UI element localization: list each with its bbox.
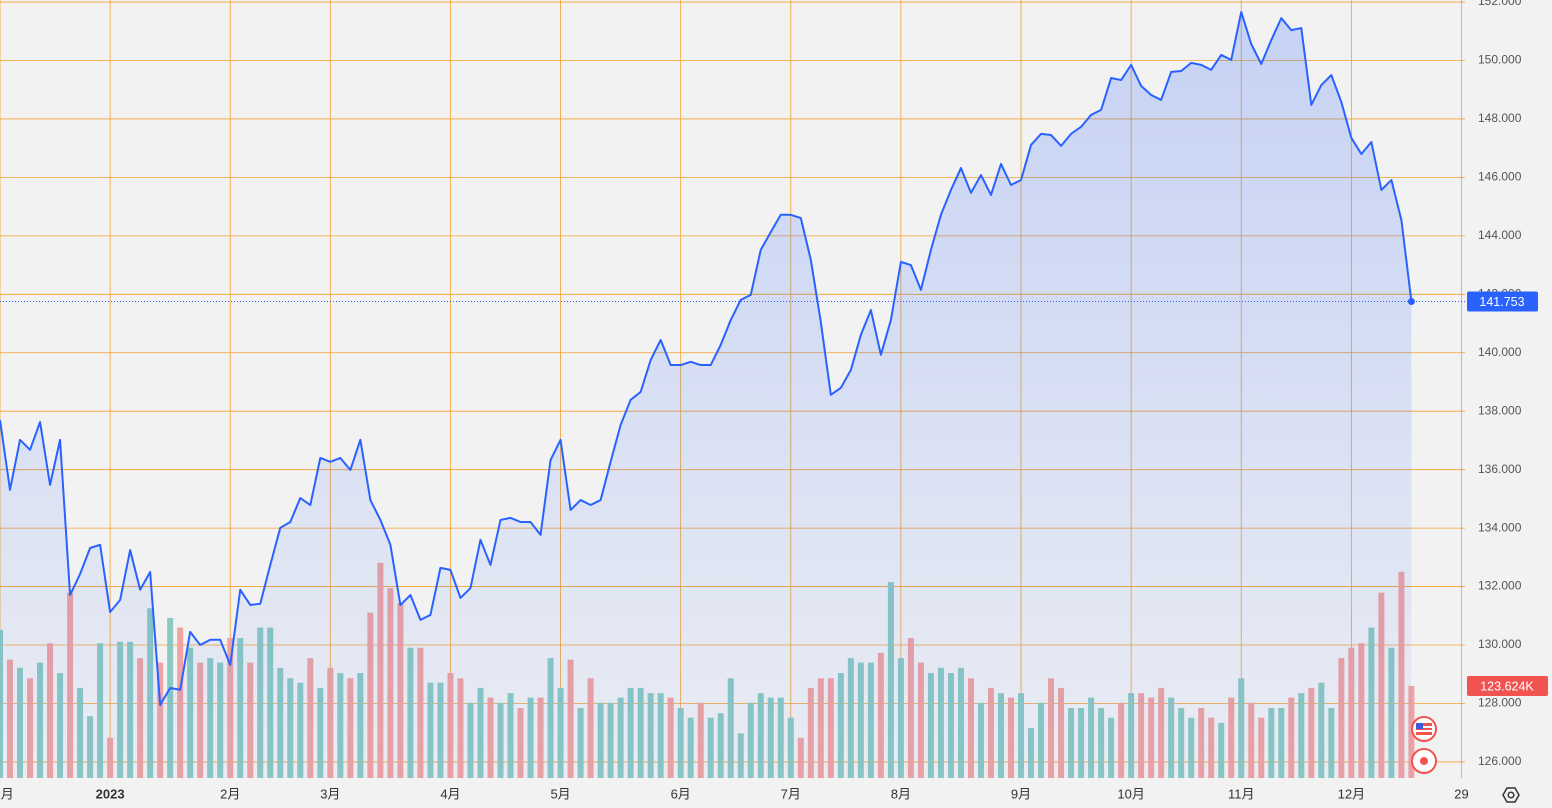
last-point xyxy=(1407,298,1415,306)
y-tick-label: 148.000 xyxy=(1478,111,1522,125)
y-tick-label: 134.000 xyxy=(1478,520,1522,534)
y-tick-label: 128.000 xyxy=(1478,696,1522,710)
y-tick-label: 138.000 xyxy=(1478,403,1522,417)
price-line xyxy=(0,10,1413,706)
y-tick-label: 152.000 xyxy=(1478,0,1522,8)
y-tick-label: 126.000 xyxy=(1478,754,1522,768)
price-badge-label: 141.753 xyxy=(1479,295,1524,309)
event-icon[interactable] xyxy=(1411,748,1437,774)
x-tick-label: 29 xyxy=(1454,786,1468,801)
volume-badge-label: 123.624K xyxy=(1480,679,1534,693)
y-tick-label: 140.000 xyxy=(1478,345,1522,359)
price-badge xyxy=(1467,291,1538,312)
volume-badge xyxy=(1467,675,1548,696)
price-plot xyxy=(0,10,1465,779)
x-tick-label: 11月 xyxy=(1228,786,1255,801)
x-tick-label: 2月 xyxy=(220,786,240,801)
y-tick-label: 150.000 xyxy=(1478,53,1522,67)
x-tick-label: 10月 xyxy=(1117,786,1144,801)
y-tick-label: 146.000 xyxy=(1478,170,1522,184)
x-tick-label: 5月 xyxy=(550,786,570,801)
y-tick-label: 144.000 xyxy=(1478,228,1522,242)
x-tick-label: 8月 xyxy=(891,786,911,801)
y-tick-label: 130.000 xyxy=(1478,637,1522,651)
x-tick-label: 7月 xyxy=(781,786,801,801)
x-tick-label: 6月 xyxy=(671,786,691,801)
x-tick-label: 4月 xyxy=(440,786,460,801)
x-tick-label: 12月 xyxy=(0,786,14,801)
x-tick-label: 2023 xyxy=(96,786,125,801)
settings-icon[interactable] xyxy=(1502,787,1520,803)
y-tick-label: 132.000 xyxy=(1478,579,1522,593)
x-tick-label: 3月 xyxy=(320,786,340,801)
x-tick-label: 9月 xyxy=(1011,786,1031,801)
flag-icon[interactable] xyxy=(1411,716,1437,742)
y-tick-label: 136.000 xyxy=(1478,462,1522,476)
area-fill xyxy=(0,11,1412,779)
x-tick-label: 12月 xyxy=(1338,786,1365,801)
